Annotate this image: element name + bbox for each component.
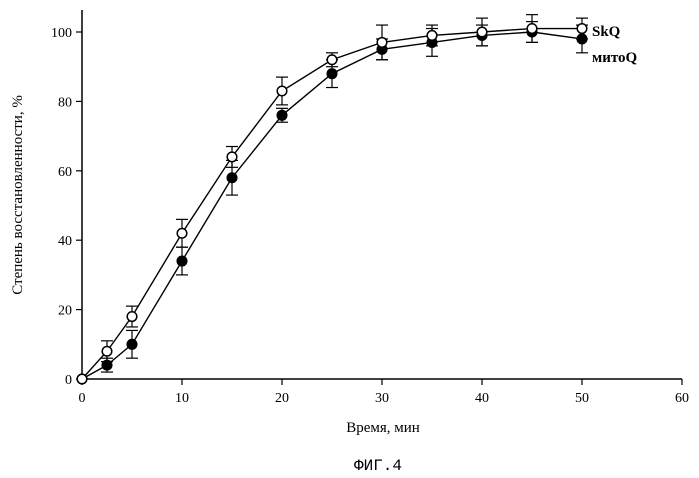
data-point-skq <box>277 86 287 96</box>
data-point-skq <box>102 346 112 356</box>
data-point-mitoq <box>127 340 137 350</box>
y-tick-label: 40 <box>58 234 72 249</box>
data-point-skq <box>527 24 537 34</box>
y-tick-label: 60 <box>58 165 72 180</box>
figure-caption: ФИГ.4 <box>354 457 402 475</box>
data-point-mitoq <box>177 256 187 266</box>
series-label-skq: SkQ <box>592 24 621 40</box>
series-layer <box>77 15 588 384</box>
y-tick-label: 0 <box>65 373 72 388</box>
x-tick-label: 10 <box>175 391 189 406</box>
data-point-skq <box>327 55 337 65</box>
x-tick-label: 30 <box>375 391 389 406</box>
data-point-skq <box>577 24 587 34</box>
series-label-mitoq: митоQ <box>592 50 638 66</box>
x-tick-label: 20 <box>275 391 289 406</box>
y-axis-label: Степень восстановленности, % <box>10 95 26 295</box>
y-tick-label: 20 <box>58 304 72 319</box>
series-mitoq <box>77 22 588 384</box>
x-axis-label: Время, мин <box>346 420 420 436</box>
y-tick-label: 100 <box>51 26 72 41</box>
x-tick-label: 0 <box>79 391 86 406</box>
x-ticks: 0 10 20 30 40 50 60 <box>79 379 690 406</box>
data-point-skq <box>77 374 87 384</box>
data-point-skq <box>127 312 137 322</box>
x-tick-label: 40 <box>475 391 489 406</box>
x-tick-label: 60 <box>675 391 689 406</box>
data-point-skq <box>177 228 187 238</box>
data-point-mitoq <box>277 110 287 120</box>
y-tick-label: 80 <box>58 95 72 110</box>
data-point-mitoq <box>227 173 237 183</box>
series-labels: SkQ митоQ <box>592 24 638 66</box>
data-point-skq <box>377 38 387 48</box>
x-tick-label: 50 <box>575 391 589 406</box>
data-point-skq <box>227 152 237 162</box>
data-point-skq <box>477 27 487 37</box>
data-point-mitoq <box>327 69 337 79</box>
data-point-skq <box>427 31 437 41</box>
y-ticks: 0 20 40 60 80 100 <box>51 26 82 388</box>
